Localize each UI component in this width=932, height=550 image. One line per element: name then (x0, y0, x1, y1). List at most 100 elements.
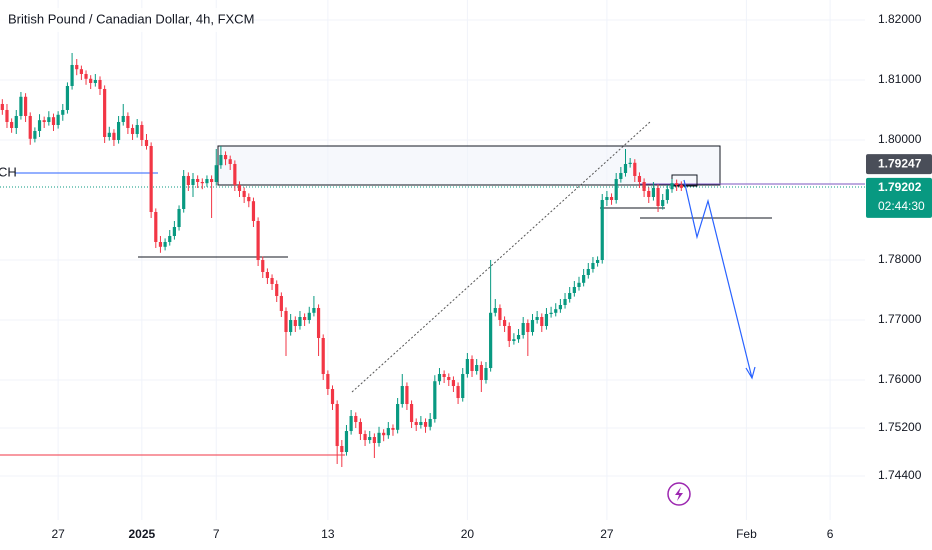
candle-body (237, 184, 242, 191)
candle-body (493, 308, 497, 313)
candles (0, 52, 683, 468)
candle-body (289, 320, 293, 333)
candle-body (382, 432, 386, 436)
candle-body (196, 178, 200, 182)
candle-body (177, 208, 181, 227)
candle-body (14, 115, 18, 128)
candle-body (433, 381, 437, 420)
candle-body (316, 308, 321, 339)
candle-body (284, 311, 288, 333)
candle-body (103, 88, 107, 137)
time-axis (0, 520, 865, 550)
candle-body (656, 187, 660, 206)
candle-body (461, 374, 465, 399)
candle-body (135, 124, 139, 134)
candle-body (214, 165, 218, 182)
candle-body (428, 419, 432, 427)
candle-body (93, 79, 97, 83)
candle-body (219, 154, 223, 166)
lightning-icon (675, 487, 683, 501)
candle-body (205, 178, 209, 184)
candle-body (530, 320, 535, 333)
candle-body (451, 380, 456, 387)
candle-body (442, 374, 446, 378)
candle-body (265, 272, 270, 279)
candle-body (182, 175, 186, 209)
candle-body (140, 124, 144, 140)
projection-path (683, 179, 753, 379)
y-tick-label: 1.78000 (878, 252, 922, 266)
candle-body (670, 183, 674, 190)
candle-body (61, 109, 65, 115)
candle-body (423, 422, 428, 427)
candle-body (42, 120, 46, 122)
candle-body (349, 416, 353, 432)
candle-body (414, 422, 418, 426)
candle-body (261, 260, 265, 273)
candle-body (628, 162, 632, 164)
candle-body (563, 299, 567, 306)
candle-body (549, 312, 553, 315)
candle-body (209, 178, 214, 182)
candle-body (605, 196, 609, 200)
candle-body (79, 69, 83, 74)
x-tick-label: Feb (736, 527, 757, 541)
candle-body (251, 201, 256, 221)
annotation-label: CH (0, 164, 17, 179)
candle-body (321, 338, 325, 375)
candle-body (396, 404, 400, 430)
candle-body (326, 374, 330, 390)
candle-body (223, 154, 228, 160)
candle-body (89, 78, 93, 83)
y-tick-label: 1.80000 (878, 132, 922, 146)
x-tick-label: 20 (461, 527, 475, 541)
candle-body (98, 79, 102, 89)
candle-body (158, 241, 163, 247)
candle-body (270, 278, 274, 285)
candle-body (303, 317, 307, 321)
price-label: 1.79202 (878, 180, 922, 194)
candle-body (572, 287, 576, 294)
candle-body (168, 235, 172, 242)
candle-body (228, 159, 232, 164)
candle-body (275, 284, 279, 297)
x-tick-label: 7 (213, 527, 220, 541)
candle-body (447, 377, 451, 381)
candle-body (121, 115, 125, 122)
candle-body (191, 178, 195, 185)
chart-title: British Pound / Canadian Dollar, 4h, FXC… (8, 11, 254, 26)
candle-body (437, 374, 442, 382)
grid (0, 0, 865, 520)
zone-rectangle (217, 145, 721, 186)
y-tick-label: 1.74400 (878, 468, 922, 482)
candle-body (335, 404, 339, 447)
candle-body (28, 115, 32, 139)
candle-body (484, 368, 488, 381)
price-label-box (866, 177, 932, 218)
candle-body (479, 365, 483, 381)
candle-body (56, 114, 60, 125)
candle-body (298, 317, 302, 327)
candle-body (544, 314, 549, 327)
candle-body (675, 183, 679, 185)
candle-body (84, 73, 88, 79)
candle-body (409, 404, 414, 423)
candle-body (609, 196, 614, 200)
candle-body (75, 64, 79, 70)
candle-body (540, 317, 544, 327)
candle-body (200, 181, 204, 184)
candle-body (5, 109, 9, 122)
candle-body (637, 175, 642, 182)
candle-body (595, 260, 600, 264)
candle-body (330, 389, 335, 405)
candle-body (647, 190, 651, 197)
candle-body (247, 196, 251, 202)
candle-body (130, 127, 135, 134)
x-tick-label: 2025 (128, 527, 155, 541)
candle-body (535, 317, 539, 321)
price-label-box (866, 154, 932, 175)
axes: 1.82000 1.81000 1.80000 1.78000 1.77000 1.760… (51, 12, 932, 541)
candle-body (526, 323, 530, 333)
candle-body (344, 431, 349, 453)
candle-body (614, 178, 618, 200)
